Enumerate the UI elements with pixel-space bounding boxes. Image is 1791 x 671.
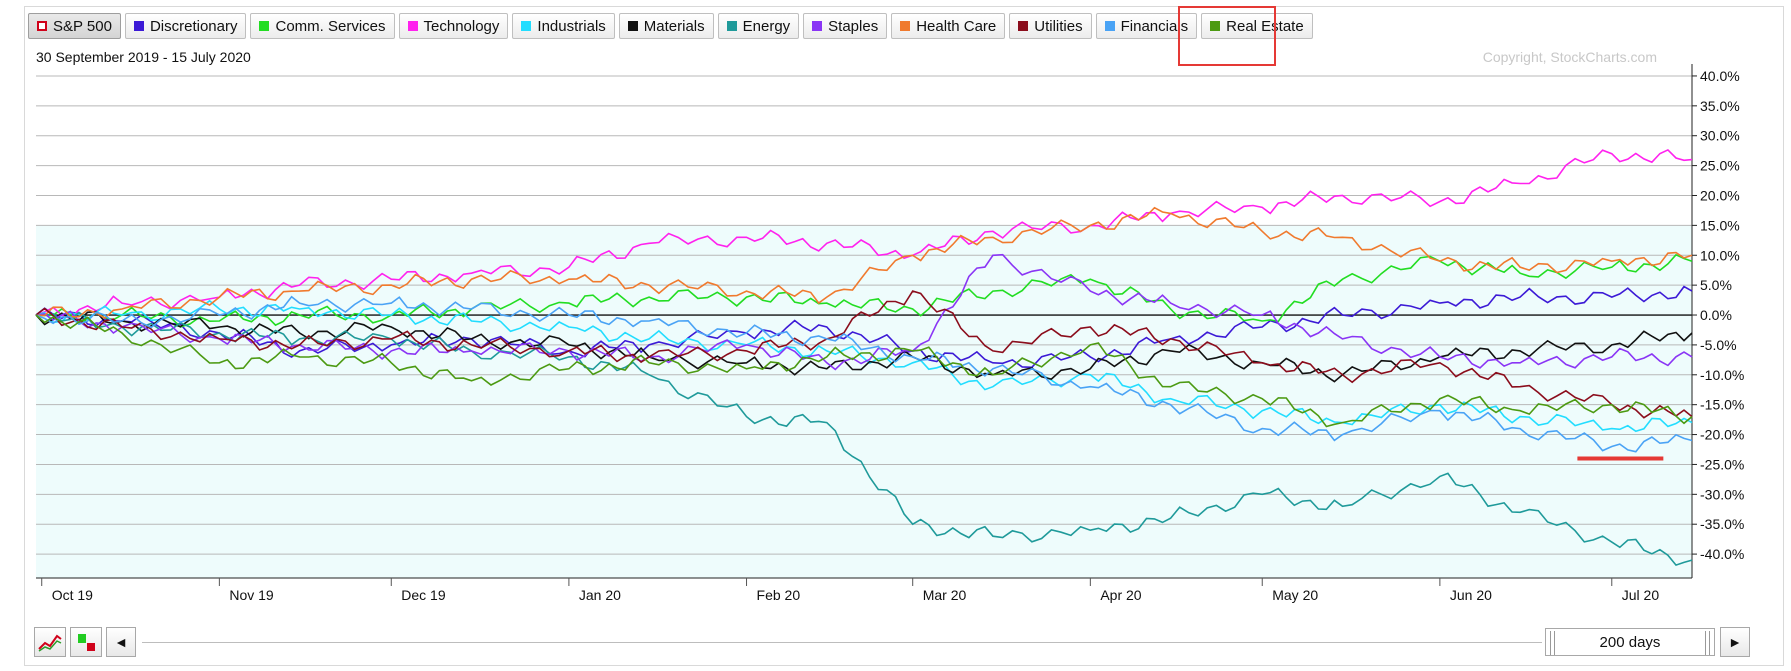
y-tick-label: -5.0% xyxy=(1700,337,1737,353)
date-scrollbar-track[interactable] xyxy=(142,642,1542,643)
legend-button-health-care[interactable]: Health Care xyxy=(891,13,1006,39)
slider-grip-right[interactable] xyxy=(1705,631,1710,655)
legend-label: Real Estate xyxy=(1226,17,1304,35)
y-tick-label: -15.0% xyxy=(1700,397,1744,413)
legend-swatch xyxy=(1104,21,1115,31)
y-tick-label: 30.0% xyxy=(1700,128,1740,144)
series-line-real-estate xyxy=(35,314,1693,428)
y-tick-label: 15.0% xyxy=(1700,217,1740,233)
legend-button-financials[interactable]: Financials xyxy=(1095,13,1198,39)
y-tick-label: -35.0% xyxy=(1700,516,1744,532)
legend-swatch xyxy=(407,21,418,31)
series-line-discretionary xyxy=(35,285,1693,369)
legend-button-discretionary[interactable]: Discretionary xyxy=(124,13,247,39)
y-tick-label: 10.0% xyxy=(1700,247,1740,263)
legend-swatch xyxy=(133,21,144,31)
y-tick-label: -25.0% xyxy=(1700,456,1744,472)
legend-button-utilities[interactable]: Utilities xyxy=(1009,13,1092,39)
copyright-label: Copyright, StockCharts.com xyxy=(1482,49,1657,65)
period-slider-thumb[interactable]: 200 days xyxy=(1545,628,1715,656)
legend-swatch xyxy=(726,21,737,31)
legend-button-staples[interactable]: Staples xyxy=(803,13,888,39)
y-tick-label: 25.0% xyxy=(1700,158,1740,174)
sector-legend-bar: S&P 500 Discretionary Comm. Services Techno… xyxy=(28,13,1313,43)
legend-label: Financials xyxy=(1120,17,1189,35)
y-tick-label: -30.0% xyxy=(1700,486,1744,502)
legend-button-energy[interactable]: Energy xyxy=(717,13,800,39)
slider-grip-left[interactable] xyxy=(1550,631,1555,655)
bar-chart-mode-button[interactable] xyxy=(70,627,102,657)
shaded-region xyxy=(36,225,1692,579)
y-tick-label: -20.0% xyxy=(1700,427,1744,443)
series-line-health-care xyxy=(35,206,1693,320)
legend-swatch xyxy=(521,21,532,31)
x-tick-label: Feb 20 xyxy=(757,587,801,603)
legend-label: Staples xyxy=(828,17,879,35)
legend-button-technology[interactable]: Technology xyxy=(398,13,509,39)
legend-button-real-estate[interactable]: Real Estate xyxy=(1201,13,1313,39)
y-tick-label: -10.0% xyxy=(1700,367,1744,383)
scroll-right-button[interactable]: ► xyxy=(1720,627,1750,657)
legend-swatch xyxy=(900,21,911,31)
x-tick-label: May 20 xyxy=(1272,587,1318,603)
series-line-utilities xyxy=(35,290,1693,419)
legend-swatch xyxy=(259,21,270,31)
legend-label: Technology xyxy=(423,17,500,35)
legend-label: Industrials xyxy=(537,17,606,35)
y-tick-label: 0.0% xyxy=(1700,307,1732,323)
legend-label: Energy xyxy=(742,17,791,35)
line-chart-mode-button[interactable] xyxy=(34,627,66,657)
y-tick-label: -40.0% xyxy=(1700,546,1744,562)
x-tick-label: Nov 19 xyxy=(229,587,274,603)
y-tick-label: 5.0% xyxy=(1700,277,1732,293)
series-line-staples xyxy=(35,253,1693,371)
chart-controls: ◄ 200 days ► xyxy=(34,627,1774,659)
x-tick-label: Jul 20 xyxy=(1622,587,1660,603)
x-tick-label: Jan 20 xyxy=(579,587,621,603)
legend-swatch xyxy=(627,21,638,31)
legend-swatch xyxy=(812,21,823,31)
legend-button-industrials[interactable]: Industrials xyxy=(512,13,615,39)
legend-swatch xyxy=(1018,21,1029,31)
legend-label: Health Care xyxy=(916,17,997,35)
legend-button-s-p-500[interactable]: S&P 500 xyxy=(28,13,121,39)
legend-label: Utilities xyxy=(1034,17,1083,35)
x-tick-label: Mar 20 xyxy=(923,587,967,603)
x-tick-label: Jun 20 xyxy=(1450,587,1492,603)
period-label: 200 days xyxy=(1599,633,1661,651)
legend-button-comm-services[interactable]: Comm. Services xyxy=(250,13,395,39)
performance-chart: 40.0% 35.0% 30.0% 25.0% 20.0% 15.0% 10.0% 5.0% 0… xyxy=(35,64,1744,603)
date-range-label: 30 September 2019 - 15 July 2020 xyxy=(36,49,251,65)
y-tick-label: 20.0% xyxy=(1700,187,1740,203)
x-tick-label: Dec 19 xyxy=(401,587,446,603)
series-line-materials xyxy=(35,310,1693,383)
series-line-financials xyxy=(35,295,1693,453)
y-tick-label: 35.0% xyxy=(1700,98,1740,114)
y-tick-label: 40.0% xyxy=(1700,68,1740,84)
legend-swatch xyxy=(37,21,47,31)
series-line-industrials xyxy=(35,299,1693,433)
bar-chart-icon xyxy=(78,634,95,651)
x-tick-label: Apr 20 xyxy=(1100,587,1141,603)
legend-label: Discretionary xyxy=(149,17,238,35)
legend-swatch xyxy=(1210,21,1221,31)
scroll-left-button[interactable]: ◄ xyxy=(106,627,136,657)
legend-label: Materials xyxy=(643,17,705,35)
legend-label: S&P 500 xyxy=(53,17,112,35)
series-line-technology xyxy=(35,148,1693,320)
line-chart-icon xyxy=(38,634,62,652)
legend-button-materials[interactable]: Materials xyxy=(618,13,714,39)
legend-label: Comm. Services xyxy=(275,17,386,35)
x-tick-label: Oct 19 xyxy=(52,587,93,603)
